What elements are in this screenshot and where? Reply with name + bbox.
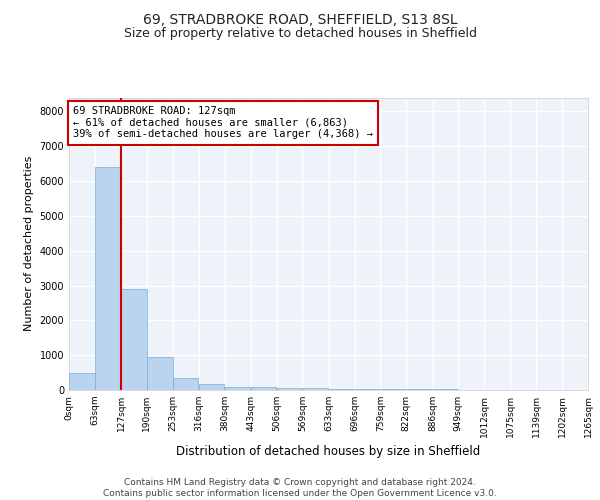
Bar	[95, 167, 121, 390]
Bar	[225, 386, 250, 390]
Bar	[69, 372, 95, 390]
Bar	[355, 389, 380, 390]
Bar	[329, 388, 354, 390]
Bar	[121, 289, 146, 390]
Text: Size of property relative to detached houses in Sheffield: Size of property relative to detached ho…	[124, 28, 476, 40]
Bar	[303, 388, 328, 390]
Bar	[251, 388, 277, 390]
Text: 69, STRADBROKE ROAD, SHEFFIELD, S13 8SL: 69, STRADBROKE ROAD, SHEFFIELD, S13 8SL	[143, 12, 457, 26]
Bar	[147, 357, 173, 390]
X-axis label: Distribution of detached houses by size in Sheffield: Distribution of detached houses by size …	[176, 446, 481, 458]
Text: 69 STRADBROKE ROAD: 127sqm
← 61% of detached houses are smaller (6,863)
39% of s: 69 STRADBROKE ROAD: 127sqm ← 61% of deta…	[73, 106, 373, 140]
Bar	[173, 378, 199, 390]
Bar	[380, 389, 406, 390]
Bar	[277, 388, 302, 390]
Text: Contains HM Land Registry data © Crown copyright and database right 2024.
Contai: Contains HM Land Registry data © Crown c…	[103, 478, 497, 498]
Y-axis label: Number of detached properties: Number of detached properties	[24, 156, 34, 332]
Bar	[199, 384, 224, 390]
